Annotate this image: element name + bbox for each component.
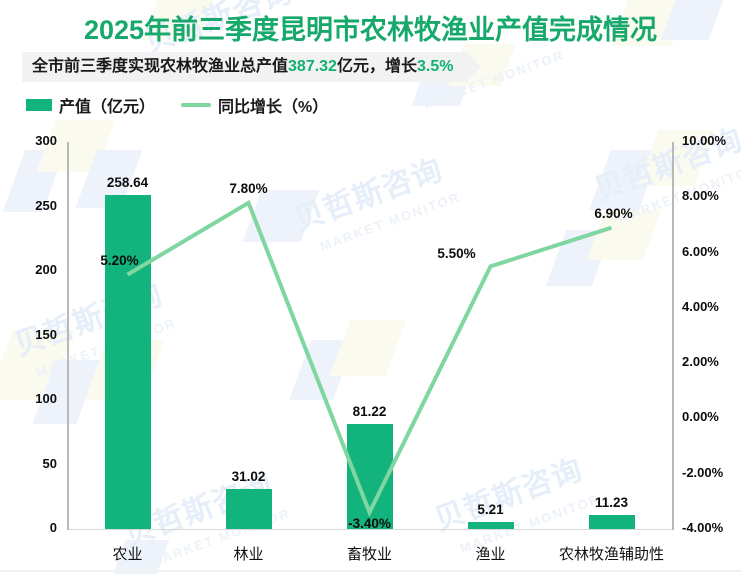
x-axis-category-label: 渔业	[475, 546, 506, 563]
y-axis-left-tick-label: 0	[49, 520, 57, 535]
bar-value-label: 81.22	[352, 404, 387, 420]
y-axis-right-tick-label: 4.00%	[682, 298, 719, 314]
x-axis-category-label: 林业	[233, 546, 264, 563]
legend-label-output-value: 产值（亿元）	[59, 99, 156, 116]
line-point-value-label: 7.80%	[229, 180, 268, 196]
y-axis-right-tick-label: 2.00%	[682, 354, 719, 370]
bar-value-label: 11.23	[594, 494, 629, 510]
legend-item-growth-rate[interactable]: 同比增长（%）	[181, 93, 328, 117]
legend-item-output-value[interactable]: 产值（亿元）	[26, 93, 155, 117]
y-axis-right-tick-label: 6.00%	[682, 243, 719, 259]
footer-rule	[0, 570, 741, 572]
bar-value-label: 31.02	[231, 468, 266, 484]
bar-1[interactable]	[225, 488, 272, 529]
bar-3[interactable]	[467, 522, 514, 529]
line-point-value-label: -3.40%	[348, 516, 391, 532]
legend-bar-swatch-icon	[26, 99, 52, 111]
bar-4[interactable]	[588, 514, 635, 529]
growth-rate-polyline	[126, 199, 613, 518]
subtitle-banner: 全市前三季度实现农林牧渔业总产值387.32亿元，增长3.5%	[22, 52, 482, 82]
y-axis-right-tick-label: 8.00%	[682, 188, 719, 204]
line-point-value-label: 6.90%	[594, 205, 633, 221]
legend-line-swatch-icon	[181, 103, 212, 107]
y-axis-right-tick-label: -4.00%	[682, 520, 724, 535]
right-axis-spine	[672, 142, 674, 530]
page-title: 2025年前三季度昆明市农林牧渔业产值完成情况	[83, 15, 658, 45]
line-point-value-label: 5.50%	[437, 246, 476, 262]
legend-label-growth-rate: 同比增长（%）	[218, 99, 329, 116]
x-axis-category-label: 畜牧业	[346, 546, 392, 563]
y-axis-right-tick-label: -2.00%	[682, 464, 724, 480]
x-axis-category-label: 农林牧渔辅助性	[558, 546, 664, 563]
subtitle-mid: 亿元，增长	[336, 58, 417, 75]
subtitle-prefix: 全市前三季度实现农林牧渔业总产值	[32, 58, 289, 75]
subtitle-text: 全市前三季度实现农林牧渔业总产值387.32亿元，增长3.5%	[22, 52, 482, 82]
y-axis-left-tick-label: 50	[42, 455, 57, 471]
y-axis-right-tick-label: 0.00%	[682, 409, 719, 425]
subtitle-growth-value: 3.5%	[416, 58, 454, 75]
y-axis-left-tick-label: 200	[35, 262, 57, 277]
x-axis-line	[67, 529, 672, 530]
line-point-value-label: 5.20%	[100, 252, 139, 268]
subtitle-total-value: 387.32	[288, 58, 337, 75]
bar-value-label: 5.21	[477, 502, 504, 518]
chart-legend: 产值（亿元） 同比增长（%）	[26, 93, 328, 117]
